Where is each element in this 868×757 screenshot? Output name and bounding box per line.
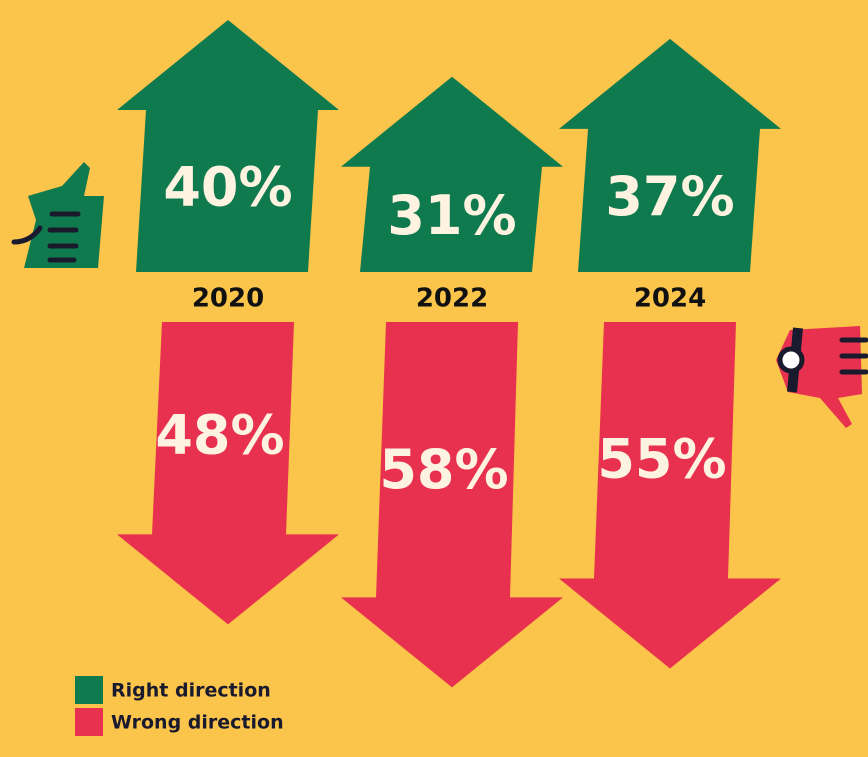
- down-value-label: 58%: [379, 438, 508, 501]
- up-arrow: [117, 20, 339, 272]
- legend-label: Wrong direction: [111, 712, 284, 734]
- down-arrow: [341, 322, 563, 688]
- up-value-label: 37%: [605, 165, 734, 228]
- thumbs-down-icon: [776, 326, 868, 428]
- year-label: 2024: [634, 284, 706, 314]
- year-label: 2022: [416, 284, 488, 314]
- legend-label: Right direction: [111, 680, 271, 702]
- legend-swatch: [75, 708, 103, 736]
- up-arrow: [341, 76, 563, 272]
- down-arrow: [559, 322, 781, 669]
- legend-swatch: [75, 676, 103, 704]
- down-value-label: 48%: [155, 403, 284, 466]
- up-arrow: [559, 38, 781, 273]
- down-value-label: 55%: [597, 428, 726, 491]
- year-label: 2020: [192, 284, 264, 314]
- up-value-label: 31%: [387, 184, 516, 247]
- thumbs-up-icon: [11, 162, 104, 268]
- down-arrow: [117, 322, 339, 625]
- up-value-label: 40%: [163, 156, 292, 219]
